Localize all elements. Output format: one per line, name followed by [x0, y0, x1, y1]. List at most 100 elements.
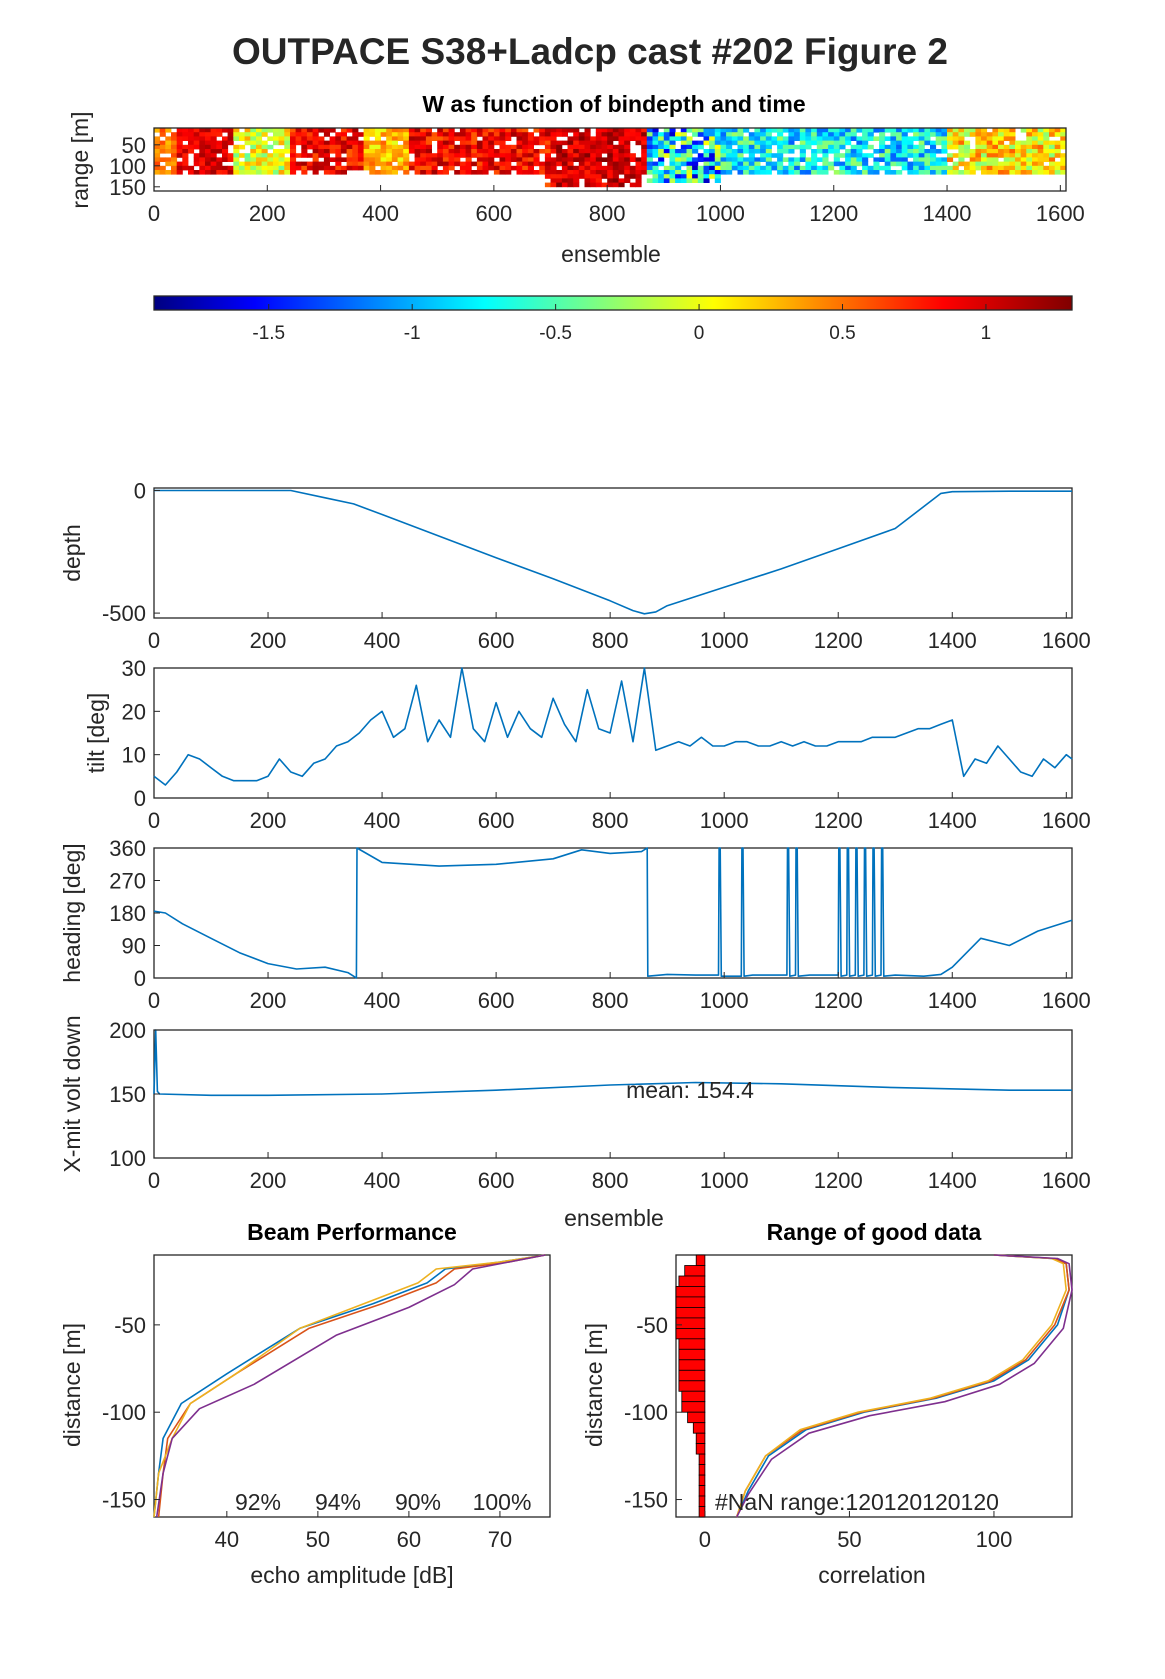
- w-heatmap-cell: [222, 170, 229, 175]
- w-heatmap-cell: [561, 140, 568, 146]
- w-heatmap-cell: [788, 144, 795, 150]
- w-heatmap-cell: [777, 153, 784, 158]
- w-heatmap-cell: [918, 170, 925, 175]
- w-heatmap-cell: [726, 136, 733, 141]
- w-heatmap-cell: [533, 149, 540, 154]
- beam-xtick-label: 50: [306, 1527, 330, 1552]
- w-heatmap-cell: [896, 144, 903, 150]
- w-heatmap-cell: [154, 136, 161, 141]
- w-heatmap-cell: [720, 128, 727, 133]
- w-heatmap-cell: [425, 153, 432, 158]
- w-heatmap-cell: [193, 128, 200, 133]
- w-heatmap-cell: [182, 128, 189, 133]
- w-heatmap-cell: [391, 149, 398, 154]
- w-heatmap-cell: [975, 128, 982, 133]
- range-bar: [678, 1338, 706, 1350]
- w-heatmap-cell: [193, 153, 200, 158]
- w-heatmap-cell: [901, 128, 908, 133]
- w-heatmap-cell: [205, 144, 212, 150]
- w-heatmap-cell: [986, 157, 993, 162]
- heading-xtick-label: 0: [148, 988, 160, 1013]
- w-heatmap-cell: [947, 136, 954, 141]
- w-heatmap-cell: [992, 132, 999, 137]
- w-heatmap-cell: [573, 153, 580, 158]
- w-heatmap-cell: [454, 153, 461, 158]
- w-heatmap-cell: [159, 140, 166, 146]
- w-heatmap-cell: [386, 149, 393, 154]
- w-heatmap-cell: [964, 149, 971, 154]
- w-heatmap-cell: [357, 140, 364, 146]
- w-heatmap-cell: [465, 140, 472, 146]
- w-heatmap-cell: [839, 144, 846, 150]
- w-heatmap-cell: [952, 161, 959, 167]
- w-heatmap-cell: [244, 140, 251, 146]
- w-heatmap-cell: [811, 157, 818, 162]
- w-heatmap-cell: [550, 182, 557, 188]
- w-heatmap-cell: [346, 153, 353, 158]
- w-heatmap-cell: [765, 149, 772, 154]
- w-heatmap-cell: [811, 170, 818, 175]
- w-heatmap-cell: [527, 136, 534, 141]
- w-heatmap-cell: [527, 161, 534, 167]
- w-heatmap-cell: [918, 140, 925, 146]
- w-heatmap-cell: [618, 149, 625, 154]
- w-heatmap-cell: [306, 132, 313, 137]
- w-heatmap-cell: [578, 149, 585, 154]
- w-axes-box: [153, 127, 1067, 192]
- w-heatmap-cell: [709, 140, 716, 146]
- w-heatmap-cell: [1032, 144, 1039, 150]
- w-heatmap-cell: [850, 136, 857, 141]
- w-heatmap-cell: [958, 170, 965, 175]
- w-heatmap-cell: [862, 128, 869, 133]
- xmit-ytick-label: 150: [109, 1082, 146, 1107]
- heading-ytick-label: 180: [109, 901, 146, 926]
- depth-ylabel: depth: [59, 524, 85, 582]
- w-heatmap-cell: [646, 128, 653, 133]
- w-heatmap-cell: [522, 144, 529, 150]
- w-heatmap-cell: [624, 161, 631, 167]
- w-heatmap-cell: [663, 136, 670, 141]
- w-heatmap-cell: [595, 128, 602, 133]
- w-heatmap-cell: [420, 153, 427, 158]
- w-heatmap-cell: [165, 170, 172, 175]
- w-heatmap-cell: [176, 170, 183, 175]
- beam-series-line: [153, 1254, 546, 1518]
- w-heatmap-cell: [612, 174, 619, 179]
- w-heatmap-cell: [624, 153, 631, 158]
- heading-ytick-label: 270: [109, 869, 146, 894]
- w-heatmap-cell: [216, 132, 223, 137]
- w-heatmap-cell: [448, 161, 455, 167]
- w-heatmap-cell: [154, 149, 161, 154]
- w-heatmap-cell: [176, 161, 183, 167]
- w-heatmap-cell: [782, 144, 789, 150]
- w-heatmap-cell: [1009, 144, 1016, 150]
- w-heatmap-cell: [278, 132, 285, 137]
- heading-ytick-label: 90: [122, 934, 146, 959]
- w-heatmap-cell: [448, 149, 455, 154]
- w-heatmap-cell: [391, 136, 398, 141]
- w-heatmap-cell: [1015, 149, 1022, 154]
- w-heatmap-cell: [862, 170, 869, 175]
- range-annotation: #NaN range:120120120120: [715, 1489, 999, 1515]
- w-heatmap-cell: [918, 161, 925, 167]
- w-heatmap-cell: [952, 128, 959, 133]
- w-heatmap-cell: [437, 136, 444, 141]
- w-heatmap-cell: [290, 153, 297, 158]
- w-heatmap-cell: [171, 149, 178, 154]
- heading-axes-box: [153, 847, 1073, 979]
- w-heatmap-cell: [595, 170, 602, 175]
- w-heatmap-cell: [499, 149, 506, 154]
- w-heatmap-cell: [612, 165, 619, 171]
- w-heatmap-cell: [1037, 165, 1044, 171]
- w-heatmap-cell: [459, 170, 466, 175]
- w-heatmap-cell: [256, 157, 263, 162]
- w-heatmap-cell: [760, 136, 767, 141]
- w-heatmap-cell: [998, 128, 1005, 133]
- w-heatmap-cell: [692, 132, 699, 137]
- w-heatmap-cell: [573, 174, 580, 179]
- w-heatmap-cell: [369, 149, 376, 154]
- w-heatmap-cell: [363, 149, 370, 154]
- w-heatmap-cell: [584, 153, 591, 158]
- w-heatmap-cell: [601, 182, 608, 188]
